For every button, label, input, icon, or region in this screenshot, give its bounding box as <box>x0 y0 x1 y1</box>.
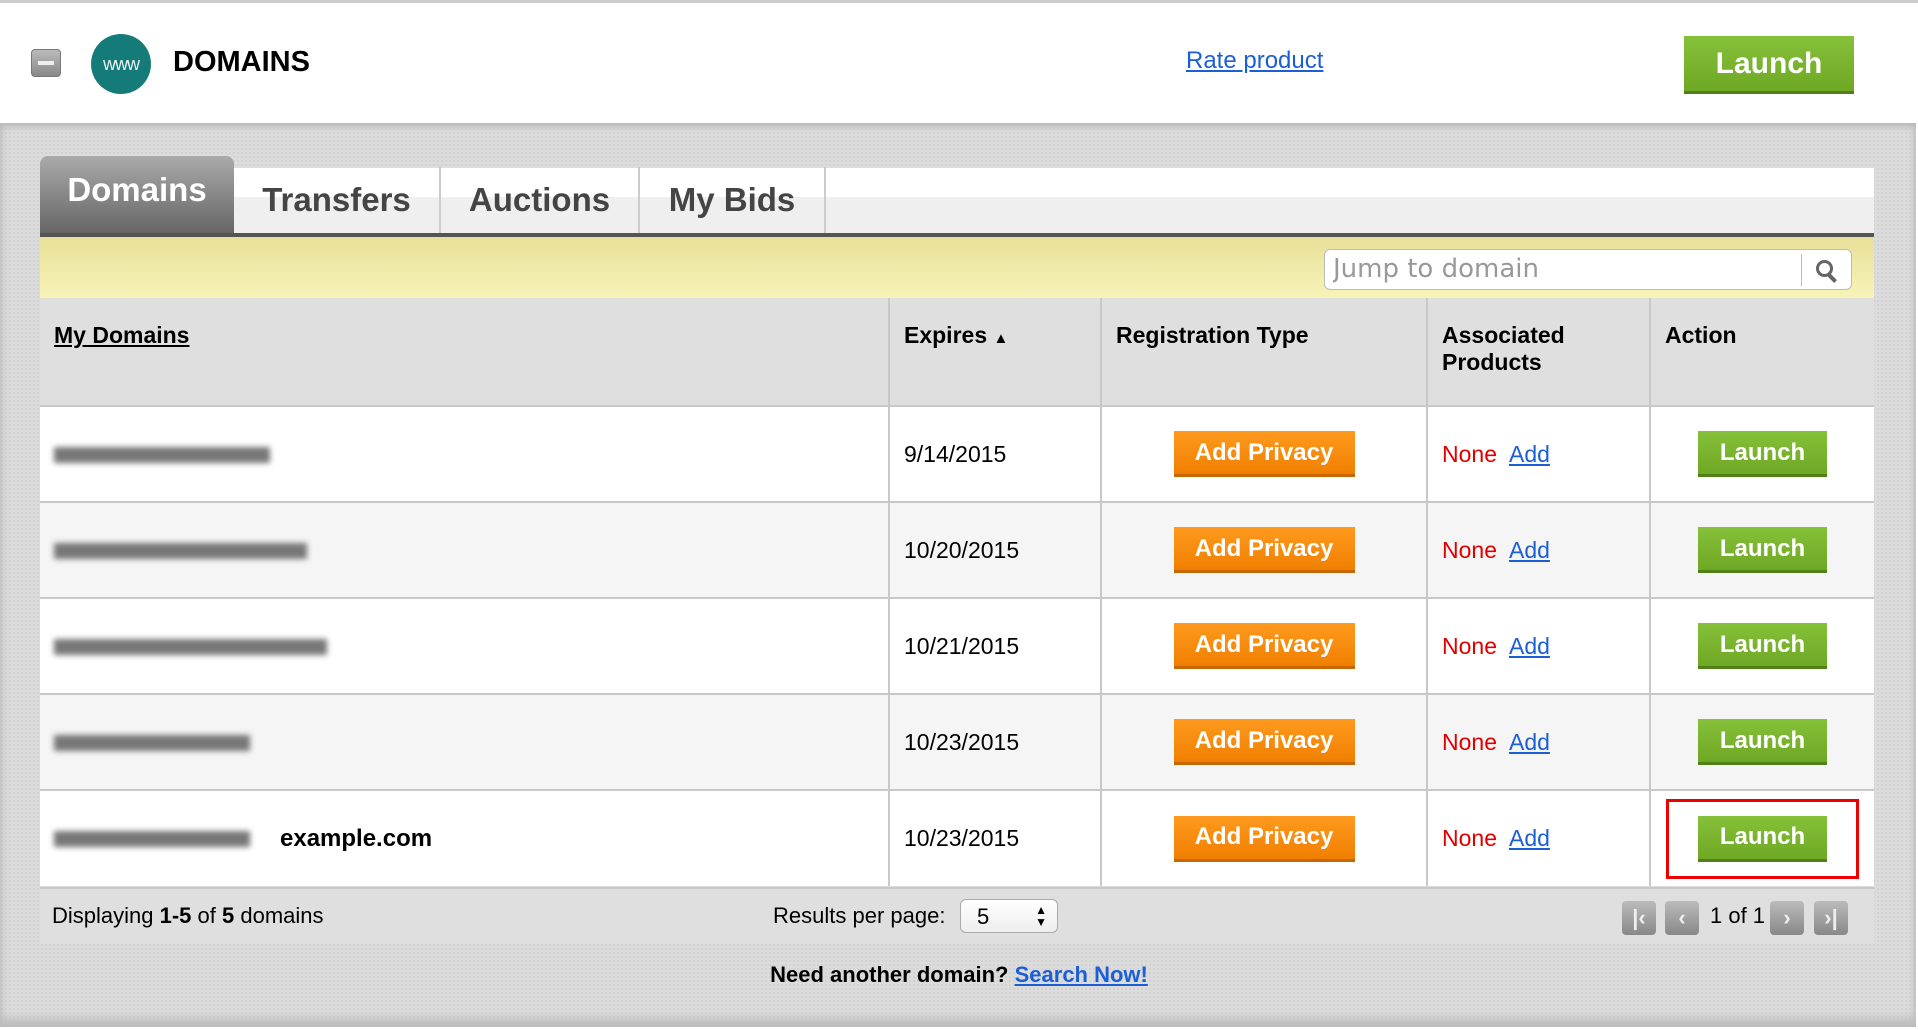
add-product-link[interactable]: Add <box>1508 825 1550 851</box>
launch-button[interactable]: Launch <box>1684 36 1854 94</box>
table-row: example.com 10/23/2015 Add Privacy None A… <box>40 789 1874 886</box>
domain-cell <box>40 597 890 694</box>
next-page-icon[interactable]: › <box>1770 901 1804 935</box>
www-globe-icon: www <box>91 34 151 94</box>
registration-cell: Add Privacy <box>1101 597 1428 694</box>
action-cell: Launch <box>1650 693 1874 790</box>
launch-domain-button[interactable]: Launch <box>1698 431 1827 477</box>
launch-domain-button[interactable]: Launch <box>1698 719 1827 765</box>
launch-domain-button[interactable]: Launch <box>1698 815 1827 862</box>
select-arrows-icon: ▲ ▼ <box>1035 903 1047 929</box>
sort-asc-icon: ▲ <box>993 330 1009 347</box>
products-cell: None Add <box>1427 693 1651 790</box>
registration-cell: Add Privacy <box>1101 789 1428 886</box>
search-icon[interactable] <box>1801 254 1845 286</box>
first-page-icon[interactable]: |‹ <box>1622 901 1656 935</box>
products-none: None <box>1442 536 1497 563</box>
expires-sort[interactable]: Expires ▲ <box>889 298 1102 406</box>
domain-cell: example.com <box>40 789 890 886</box>
page-title: DOMAINS <box>173 46 310 78</box>
my-domains-sort[interactable]: My Domains <box>54 322 190 348</box>
products-cell: None Add <box>1427 789 1651 886</box>
action-cell: Launch <box>1650 405 1874 502</box>
products-cell: None Add <box>1427 405 1651 502</box>
add-product-link[interactable]: Add <box>1508 728 1550 755</box>
action-cell: Launch <box>1650 597 1874 694</box>
table-row: 10/23/2015 Add Privacy None Add Launch <box>40 693 1874 790</box>
products-cell: None Add <box>1427 501 1651 598</box>
table-row: 10/21/2015 Add Privacy None Add Launch <box>40 597 1874 694</box>
displaying-count: Displaying 1-5 of 5 domains <box>52 903 324 928</box>
expires-cell: 9/14/2015 <box>889 405 1102 502</box>
tab-divider <box>40 233 1874 237</box>
logo-text: www <box>103 53 140 74</box>
table-footer: Displaying 1-5 of 5 domains Results per … <box>40 887 1874 944</box>
products-cell: None Add <box>1427 597 1651 694</box>
domain-note: example.com <box>280 824 433 852</box>
registration-cell: Add Privacy <box>1101 405 1428 502</box>
add-privacy-button[interactable]: Add Privacy <box>1173 431 1355 477</box>
registration-type-header: Registration Type <box>1101 298 1428 406</box>
action-header: Action <box>1650 298 1874 406</box>
tab-strip <box>40 167 1874 233</box>
add-privacy-button[interactable]: Add Privacy <box>1173 719 1355 765</box>
add-product-link[interactable]: Add <box>1508 440 1550 467</box>
last-page-icon[interactable]: ›| <box>1814 901 1848 935</box>
registration-cell: Add Privacy <box>1101 501 1428 598</box>
registration-cell: Add Privacy <box>1101 693 1428 790</box>
products-none: None <box>1442 632 1497 659</box>
search-now-link[interactable]: Search Now! <box>1014 962 1148 987</box>
header <box>0 3 1918 123</box>
domains-panel: Domains Transfers Auctions My Bids My Do… <box>40 156 1874 944</box>
expires-cell: 10/21/2015 <box>889 597 1102 694</box>
domains-table: My Domains Expires ▲ Registration Type A… <box>40 298 1874 886</box>
rate-product-link[interactable]: Rate product <box>1186 47 1324 74</box>
table-row: 10/20/2015 Add Privacy None Add Launch <box>40 501 1874 598</box>
domain-cell <box>40 405 890 502</box>
action-cell: Launch <box>1650 501 1874 598</box>
launch-domain-button[interactable]: Launch <box>1698 623 1827 669</box>
associated-products-header: Associated Products <box>1427 298 1651 406</box>
need-another-domain: Need another domain? Search Now! <box>770 962 1148 987</box>
tab-domains[interactable]: Domains <box>40 156 234 233</box>
redacted-domain[interactable] <box>54 734 250 751</box>
products-none: None <box>1442 728 1497 755</box>
expires-cell: 10/20/2015 <box>889 501 1102 598</box>
redacted-domain[interactable] <box>54 831 250 848</box>
results-per-page-label: Results per page: <box>773 903 946 928</box>
tab-my-bids[interactable]: My Bids <box>640 167 826 233</box>
expires-cell: 10/23/2015 <box>889 789 1102 886</box>
top-border <box>0 0 1918 3</box>
jump-to-domain-input[interactable] <box>1325 250 1795 288</box>
products-none: None <box>1442 440 1497 467</box>
highlight-box: Launch <box>1666 798 1859 879</box>
add-product-link[interactable]: Add <box>1508 536 1550 563</box>
add-privacy-button[interactable]: Add Privacy <box>1173 623 1355 669</box>
products-none: None <box>1442 825 1497 851</box>
table-header: My Domains Expires ▲ Registration Type A… <box>40 298 1874 406</box>
jump-to-domain-field <box>1324 249 1852 290</box>
tab-auctions[interactable]: Auctions <box>441 167 640 233</box>
redacted-domain[interactable] <box>54 638 327 655</box>
page-info: 1 of 1 <box>1710 903 1766 928</box>
expires-label: Expires <box>904 322 988 348</box>
collapse-icon[interactable] <box>31 49 61 77</box>
redacted-domain[interactable] <box>54 446 270 463</box>
domain-cell <box>40 501 890 598</box>
add-privacy-button[interactable]: Add Privacy <box>1173 527 1355 573</box>
table-row: 9/14/2015 Add Privacy None Add Launch <box>40 405 1874 502</box>
tab-transfers[interactable]: Transfers <box>234 167 441 233</box>
action-cell: Launch <box>1650 789 1874 886</box>
expires-cell: 10/23/2015 <box>889 693 1102 790</box>
launch-domain-button[interactable]: Launch <box>1698 527 1827 573</box>
add-privacy-button[interactable]: Add Privacy <box>1173 815 1355 862</box>
results-per-page-select[interactable]: 5 ▲ ▼ <box>960 899 1058 933</box>
prev-page-icon[interactable]: ‹ <box>1665 901 1699 935</box>
add-product-link[interactable]: Add <box>1508 632 1550 659</box>
domain-cell <box>40 693 890 790</box>
redacted-domain[interactable] <box>54 542 307 559</box>
search-bar <box>40 237 1874 298</box>
